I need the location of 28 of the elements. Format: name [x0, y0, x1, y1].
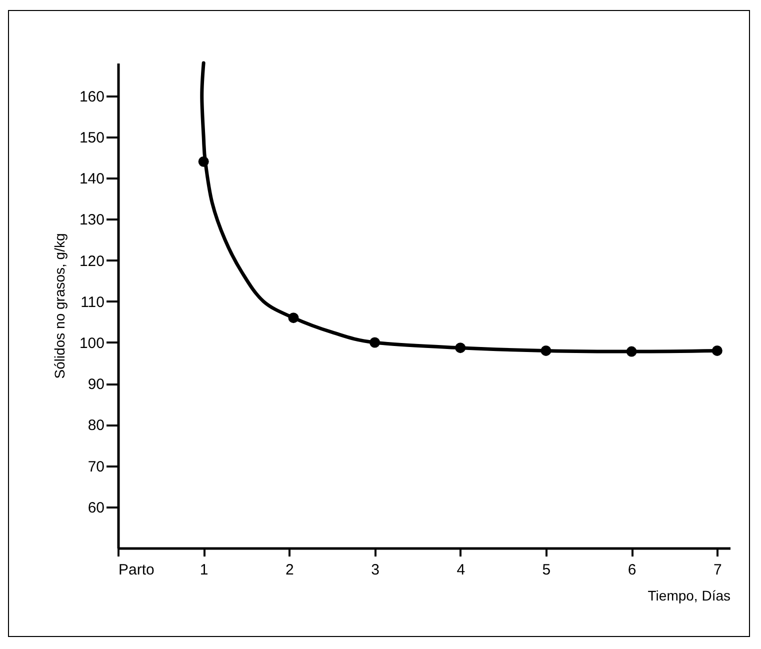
x-tick-label: 6: [628, 562, 636, 578]
point: [198, 156, 209, 167]
y-tick-label: 140: [79, 170, 104, 188]
point: [540, 345, 552, 356]
x-tick-label: 4: [456, 562, 466, 578]
point: [712, 345, 722, 356]
y-tick-label: 150: [79, 129, 104, 146]
point: [626, 346, 637, 357]
point: [288, 312, 299, 324]
y-tick-label: 70: [88, 458, 104, 476]
y-axis-title: Sólidos no grasos, g/kg: [51, 233, 68, 379]
x-tick-label: 2: [286, 562, 294, 578]
x-tick-label: 1: [200, 562, 208, 578]
y-tick-label: 80: [88, 417, 104, 434]
x-tick-label: 5: [542, 562, 551, 578]
x-tick-label: 3: [371, 562, 380, 578]
point: [370, 337, 380, 348]
x-axis-title: Tiempo, Días: [648, 588, 730, 604]
x-tick-label: 7: [713, 562, 722, 578]
y-tick-label: 120: [79, 252, 104, 270]
y-tick-label: 100: [79, 334, 104, 352]
y-tick-label: 110: [80, 294, 104, 311]
x-tick-label: Parto: [118, 562, 154, 578]
y-tick-label: 60: [88, 499, 104, 516]
point: [455, 342, 466, 354]
y-tick-label: 160: [79, 88, 104, 106]
y-tick-label: 90: [88, 376, 104, 394]
y-tick-label: 130: [79, 212, 104, 229]
